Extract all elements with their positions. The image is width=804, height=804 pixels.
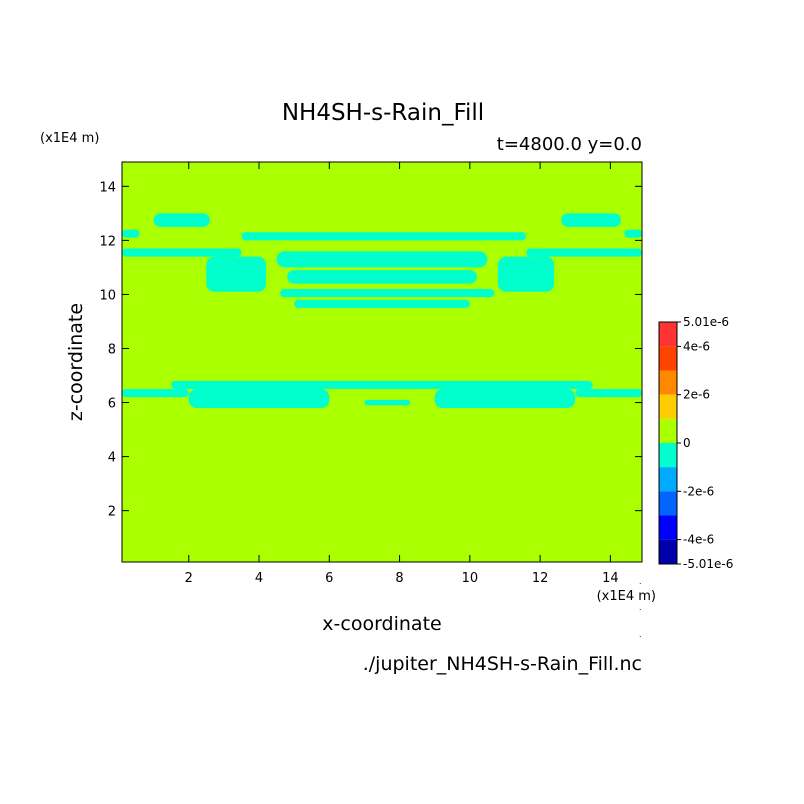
colorbar-band	[659, 394, 677, 419]
colorbar-band	[659, 515, 677, 540]
anomaly-region-lower-arc-right	[434, 389, 576, 408]
colorbar-band	[659, 443, 677, 468]
anomaly-region-upper-ring-4	[294, 299, 470, 308]
x-tick-label: 10	[462, 571, 479, 586]
chart-title: NH4SH-s-Rain_Fill	[282, 100, 484, 126]
anomaly-region-upper-band-main	[241, 232, 527, 241]
anomaly-region-upper-band-left	[122, 248, 242, 257]
anomaly-region-lower-band-right	[575, 389, 642, 398]
colorbar-band	[659, 491, 677, 516]
x-tick-label: 8	[395, 571, 403, 586]
anomaly-region-upper-band-left-edge	[122, 229, 140, 238]
plot-area: 2 4 6 8 10 12 14 2 4 6 8 10 12 14	[99, 161, 643, 586]
y-tick-label: 10	[99, 288, 116, 303]
anomaly-region-upper-ring-1	[276, 251, 488, 268]
anomaly-region-lower-band-mid	[171, 380, 593, 390]
anomaly-region-upper-ring-2	[287, 270, 477, 284]
plot-frame	[121, 161, 643, 563]
colorbar	[658, 321, 678, 565]
colorbar-label: -5.01e-6	[683, 557, 733, 571]
x-tick-label: 2	[185, 571, 193, 586]
colorbar-labels: 5.01e-6 4e-6 2e-6 0 -2e-6 -4e-6 -5.01e-6	[677, 315, 733, 571]
x-ticks: 2 4 6 8 10 12 14	[185, 162, 619, 586]
marker-dot-1: ˙	[638, 583, 643, 593]
colorbar-band	[659, 370, 677, 395]
y-tick-label: 8	[108, 342, 116, 357]
anomaly-region-upper-ring-3	[280, 289, 495, 298]
x-tick-label: 6	[325, 571, 333, 586]
y-unit-label: (x1E4 m)	[40, 131, 99, 146]
anomaly-region-upper-band-right	[526, 248, 642, 257]
colorbar-band	[659, 346, 677, 371]
anomaly-region-upper-band-right-edge	[624, 229, 642, 238]
anomaly-region-upper-top-left	[153, 213, 210, 227]
y-tick-label: 14	[99, 180, 116, 195]
y-tick-label: 12	[99, 234, 116, 249]
anomaly-region-lower-band-left	[122, 389, 189, 398]
y-tick-label: 2	[108, 505, 116, 520]
colorbar-label: 2e-6	[683, 388, 710, 402]
chart-subtitle: t=4800.0 y=0.0	[497, 134, 642, 155]
colorbar-label: -2e-6	[683, 484, 714, 498]
colorbar-label: 4e-6	[683, 339, 710, 353]
colorbar-label: -4e-6	[683, 533, 714, 547]
x-tick-label: 14	[602, 571, 619, 586]
colorbar-band	[659, 418, 677, 443]
anomaly-region-lower-arc-left	[188, 389, 330, 408]
anomaly-region-upper-top-right	[561, 213, 621, 227]
y-tick-label: 6	[108, 397, 116, 412]
colorbar-label: 0	[683, 436, 691, 450]
colorbar-band	[659, 467, 677, 492]
marker-dot-3: ˙	[638, 636, 643, 646]
y-axis-label: z-coordinate	[65, 303, 87, 421]
plot-background	[122, 162, 642, 562]
anomaly-region-upper-arc-left	[206, 256, 267, 292]
colorbar-band	[659, 322, 677, 347]
colorbar-label: 5.01e-6	[683, 315, 729, 329]
colorbar-band	[659, 539, 677, 564]
x-tick-label: 4	[255, 571, 263, 586]
x-unit-label: (x1E4 m)	[597, 589, 656, 604]
anomaly-region-lower-center-dots	[364, 399, 411, 406]
y-ticks: 2 4 6 8 10 12 14	[99, 180, 642, 520]
x-tick-label: 12	[532, 571, 549, 586]
file-name: ./jupiter_NH4SH-s-Rain_Fill.nc	[363, 653, 642, 675]
marker-dot-2: ˙	[638, 609, 643, 619]
x-axis-label: x-coordinate	[322, 613, 441, 635]
anomaly-region-upper-arc-right	[497, 256, 555, 292]
y-tick-label: 4	[108, 451, 116, 466]
anomaly-layer	[122, 213, 642, 408]
